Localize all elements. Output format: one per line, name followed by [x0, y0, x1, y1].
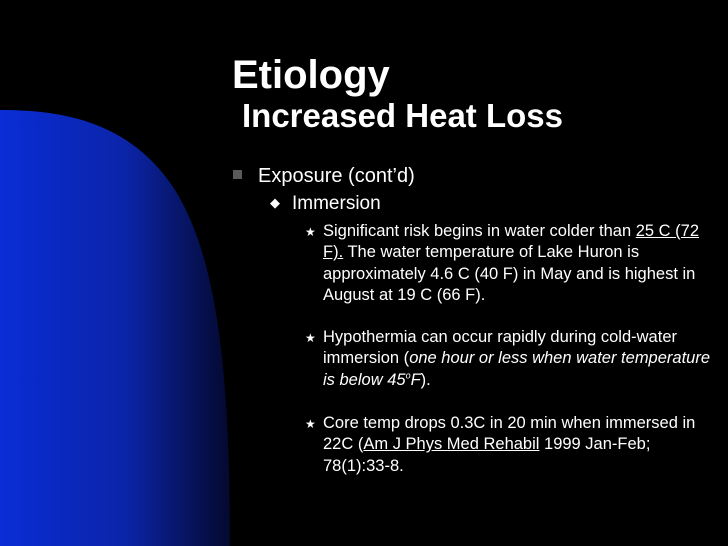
degree-symbol: o	[405, 370, 411, 381]
blue-gradient-shape	[0, 110, 230, 546]
bullet-italic-text: one hour or less when water temperature …	[323, 349, 711, 389]
bullet-exposure: Exposure (cont’d)	[258, 165, 415, 187]
bullet-immersion: Immersion	[292, 193, 381, 214]
star-bullet-icon: ★	[305, 331, 316, 345]
journal-link[interactable]: Am J Phys Med Rehabil	[363, 435, 540, 454]
square-bullet-icon	[233, 170, 242, 179]
slide-subtitle: Increased Heat Loss	[242, 97, 563, 134]
star-bullet-icon: ★	[305, 225, 316, 239]
bullet-core-temp: Core temp drops 0.3C in 20 min when imme…	[323, 413, 713, 477]
temperature-link[interactable]: 25 C (72 F).	[323, 222, 700, 262]
bullet-text: Significant risk begins in water colder …	[323, 222, 636, 240]
bullet-text: Hypothermia can occur rapidly during col…	[323, 328, 677, 368]
diamond-bullet-icon: ◆	[270, 195, 280, 210]
star-bullet-icon: ★	[305, 417, 316, 431]
unit-text: F	[410, 370, 421, 389]
bullet-text: Core temp drops 0.3C in 20 min when imme…	[323, 414, 696, 454]
bullet-significant-risk: Significant risk begins in water colder …	[323, 221, 713, 306]
slide-title: Etiology	[232, 53, 390, 97]
bullet-text: ).	[420, 370, 431, 389]
bullet-hypothermia: Hypothermia can occur rapidly during col…	[323, 327, 713, 391]
bullet-text: 1999 Jan-Feb; 78(1):33-8.	[323, 435, 651, 475]
bullet-text: The water temperature of Lake Huron is a…	[323, 243, 696, 304]
